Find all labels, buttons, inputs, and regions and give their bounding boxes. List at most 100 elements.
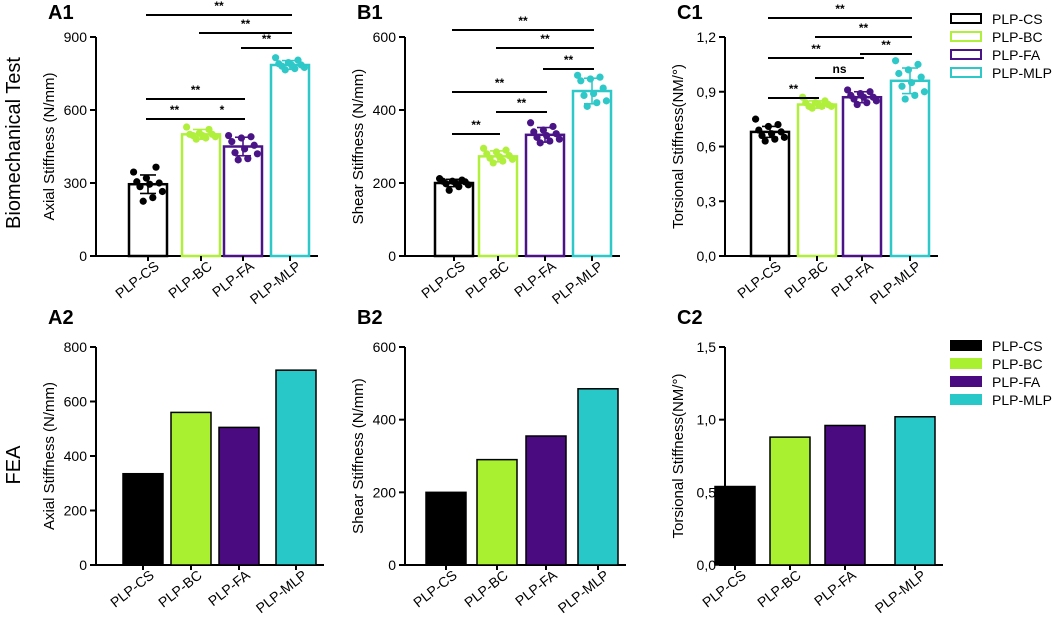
x-tick-label: PLP-MLP [872,567,929,616]
y-tick-label: 800 [64,339,88,355]
row-label-biomechanical: Biomechanical Test [3,57,25,229]
significance-label: ** [859,21,869,35]
x-tick-label: PLP-MLP [867,258,924,307]
x-tick-label: PLP-BC [155,567,205,611]
significance-label: ** [518,14,528,28]
panel-label: B1 [357,2,383,24]
data-point [844,86,852,94]
y-tick-label: 400 [373,412,397,428]
legend-swatch [950,358,982,369]
y-axis-title: Shear Stiffness (N/mm) [350,378,367,534]
legend-swatch [950,49,982,60]
y-tick-label: 400 [64,448,88,464]
bar [275,369,317,566]
y-tick-label: 200 [373,484,397,500]
panel-a2: A2 0 200 400 600 800 Axial Stiffness (N/mm) PLP… [41,307,324,616]
data-point [892,57,900,65]
data-point [139,197,147,205]
bar [714,485,756,566]
data-point [136,183,144,191]
significance-label: ** [471,118,481,132]
y-tick-label: 600 [373,339,397,355]
bar [577,388,619,566]
bar [571,89,613,258]
bar [127,182,169,258]
bar [222,145,264,258]
bar [749,130,791,258]
y-axis-title: Axial Stiffness (N/mm) [41,382,58,530]
significance-label: ** [241,17,251,31]
x-tick-label: PLP-BC [462,258,512,302]
data-point [508,155,516,163]
bar [796,103,838,258]
legend-label: PLP-MLP [992,65,1052,81]
y-tick-label: 400 [373,102,397,118]
x-tick-label: PLP-CS [418,258,468,302]
y-tick-label: 0,6 [697,139,717,155]
data-point [599,84,607,92]
y-tick-label: 1,0 [697,412,717,428]
data-point [211,133,219,141]
x-tick-label: PLP-MLP [253,567,310,616]
y-tick-label: 200 [373,175,397,191]
data-point [895,69,903,78]
significance-label: ** [835,2,845,16]
bar [769,436,811,566]
legend-swatch [950,31,982,42]
data-point [533,133,541,141]
legend-swatch [950,340,982,351]
significance-label: ** [495,76,505,90]
y-tick-label: 0,0 [697,557,717,573]
legend-swatch [950,376,982,387]
significance-label: ** [881,38,891,52]
data-point [464,181,472,189]
y-axis-title: Axial Stiffness (N/mm) [41,72,58,220]
legend-label: PLP-BC [992,29,1043,45]
panel-b1: B1 0 200 400 600 Shear Stiffness (N/mm) PLP-CS… [350,2,620,307]
bar [180,133,222,258]
panel-c2: C2 0,0 0,5 1,0 1,5 Torsional Stiffness(NM/°) P… [670,307,943,616]
x-tick-label: PLP-CS [734,258,784,302]
panel-label: A1 [48,2,74,24]
data-point [901,95,909,103]
panel-label: C1 [677,2,703,24]
data-point [489,159,497,167]
data-point [155,179,163,187]
bar [122,472,164,566]
legend-label: PLP-CS [992,338,1043,354]
y-tick-label: 900 [64,29,88,45]
x-tick-label: PLP-CS [107,567,157,611]
data-point [555,135,564,143]
data-point [234,156,242,164]
significance-label: ** [789,82,799,96]
data-point [228,138,236,146]
x-tick-label: PLP-BC [165,258,215,302]
y-tick-label: 0 [388,557,396,573]
data-point [146,180,154,188]
x-tick-label: PLP-CS [410,567,460,611]
y-tick-label: 300 [64,175,88,191]
x-tick-label: PLP-BC [461,567,511,611]
data-point [442,180,450,188]
legend-swatch [950,394,982,405]
panel-c1: C1 0,0 0,3 0,6 0,9 1,2 Torsional Stiffness(NM/… [670,2,938,307]
bar [894,416,936,566]
data-point [602,97,611,105]
data-point [225,131,233,140]
bar [841,95,883,258]
data-point [898,82,906,90]
significance-label: ** [191,83,201,97]
significance-label: ** [564,53,574,67]
x-tick-label: PLP-CS [112,258,162,302]
significance-label: ** [170,103,180,117]
panel-b2: B2 0 200 400 600 Shear Stiffness (N/mm) PLP-CS… [350,307,626,616]
data-point [250,141,258,149]
y-tick-label: 1,5 [697,339,717,355]
x-tick-label: PLP-BC [754,567,804,611]
data-point [827,102,836,110]
data-point [761,137,769,145]
y-tick-label: 0 [79,248,87,264]
x-tick-label: PLP-MLP [247,258,304,307]
significance-label: * [220,103,225,117]
